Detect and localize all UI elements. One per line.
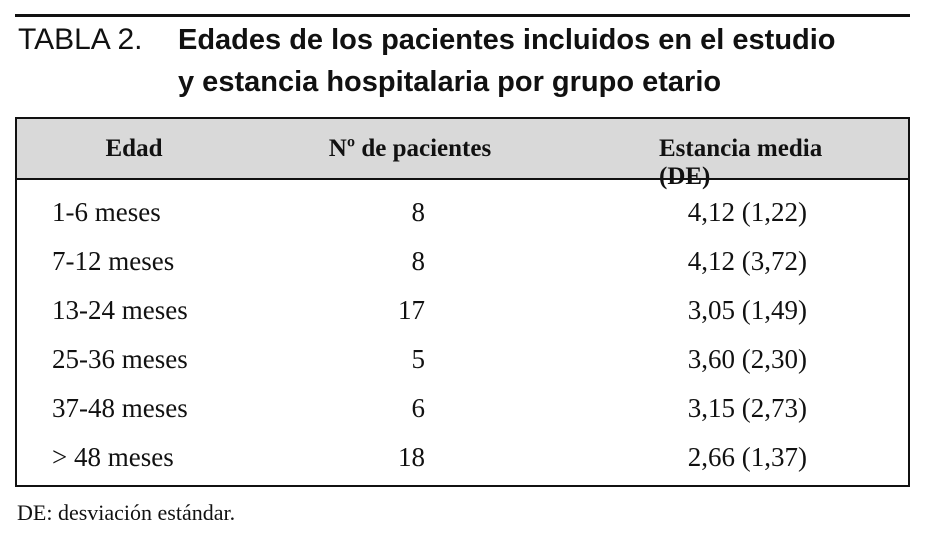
- table-cell: 5: [411, 344, 426, 374]
- table-cell: 8: [411, 197, 426, 227]
- footnote: DE: desviación estándar.: [17, 500, 236, 525]
- table-cell: 7-12 meses: [52, 246, 175, 276]
- table-label: TABLA 2.: [18, 23, 143, 56]
- table-title: y estancia hospitalaria por grupo etario: [178, 66, 722, 98]
- table-cell: 3,05 (1,49): [687, 295, 807, 325]
- table-cell: 1-6 meses: [52, 197, 161, 227]
- table-cell: 25-36 meses: [52, 344, 188, 374]
- table-cell: 3,60 (2,30): [687, 344, 807, 374]
- top-rule: [15, 14, 910, 17]
- table-title: Edades de los pacientes incluidos en el …: [178, 24, 836, 56]
- table-cell: > 48 meses: [52, 442, 174, 472]
- header-cell: Edad: [105, 135, 163, 162]
- table-cell: 8: [411, 246, 426, 276]
- header-cell: Nº de pacientes: [328, 135, 492, 162]
- header-cell: Estancia media (DE): [659, 135, 823, 190]
- table-cell: 3,15 (2,73): [687, 393, 807, 423]
- table: Edad Nº de pacientes Estancia media (DE)…: [15, 117, 910, 487]
- table-cell: 13-24 meses: [52, 295, 188, 325]
- table-cell: 18: [398, 442, 425, 472]
- table-cell: 2,66 (1,37): [687, 442, 807, 472]
- table-cell: 6: [411, 393, 426, 423]
- table-cell: 4,12 (1,22): [687, 197, 807, 227]
- table-header: Edad Nº de pacientes Estancia media (DE): [17, 119, 908, 190]
- table-cell: 4,12 (3,72): [687, 246, 807, 276]
- table-cell: 17: [398, 295, 425, 325]
- table-cell: 37-48 meses: [52, 393, 188, 423]
